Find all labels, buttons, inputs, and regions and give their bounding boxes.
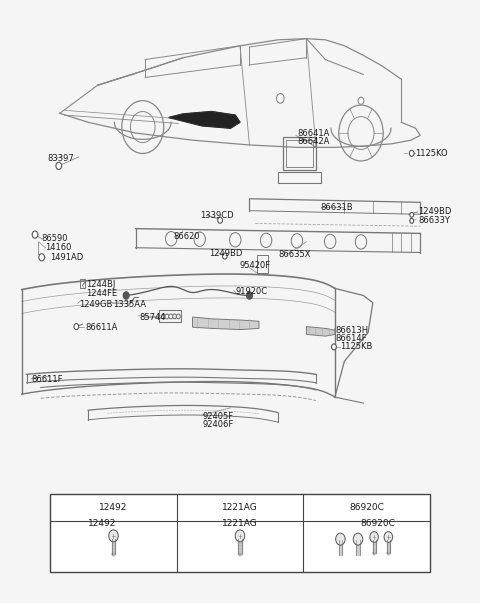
Circle shape [218, 217, 222, 223]
Circle shape [123, 292, 129, 299]
Text: 1249BD: 1249BD [209, 249, 242, 258]
Text: 86613H: 86613H [335, 326, 368, 335]
Text: 1125KO: 1125KO [416, 149, 448, 158]
Polygon shape [306, 327, 335, 336]
Circle shape [235, 530, 245, 542]
Text: 92405F: 92405F [202, 412, 233, 421]
Circle shape [247, 292, 252, 299]
Text: 86614F: 86614F [335, 334, 366, 343]
Text: 1339CD: 1339CD [200, 211, 233, 220]
Text: 1491AD: 1491AD [50, 253, 84, 262]
Bar [159, 311, 180, 323]
Text: 86633Y: 86633Y [418, 216, 450, 226]
Text: 85744: 85744 [139, 312, 166, 321]
Text: 92406F: 92406F [202, 420, 233, 429]
Bar [80, 279, 85, 288]
Polygon shape [169, 112, 240, 128]
Text: 12492: 12492 [88, 519, 117, 528]
Bar [50, 494, 430, 572]
Circle shape [165, 314, 169, 319]
Circle shape [109, 530, 118, 542]
Circle shape [169, 314, 173, 319]
Circle shape [39, 254, 45, 261]
Circle shape [332, 344, 336, 350]
Circle shape [353, 533, 363, 545]
Circle shape [336, 533, 345, 545]
Text: 1221AG: 1221AG [222, 503, 258, 512]
Circle shape [370, 532, 378, 543]
Circle shape [222, 253, 227, 259]
Polygon shape [387, 553, 390, 555]
Text: 86590: 86590 [42, 235, 68, 243]
Text: 1249GB: 1249GB [79, 300, 112, 309]
Text: 1249BD: 1249BD [418, 207, 451, 216]
Polygon shape [239, 554, 241, 556]
Text: 95420F: 95420F [240, 261, 271, 270]
Text: 86611F: 86611F [31, 374, 63, 384]
Text: 1335AA: 1335AA [113, 300, 146, 309]
Text: 12492: 12492 [99, 503, 128, 512]
Text: 86920C: 86920C [349, 503, 384, 512]
Text: 86631B: 86631B [321, 203, 353, 212]
Circle shape [161, 314, 165, 319]
Text: 1125KB: 1125KB [340, 343, 372, 352]
Bar [278, 172, 321, 183]
Circle shape [358, 97, 364, 104]
Text: 1244BJ: 1244BJ [86, 280, 115, 289]
Circle shape [276, 93, 284, 103]
Text: 86611A: 86611A [86, 323, 118, 332]
Text: 14160: 14160 [46, 243, 72, 252]
Circle shape [74, 324, 79, 330]
Text: 86620: 86620 [174, 233, 200, 241]
Bar [257, 255, 268, 273]
Circle shape [177, 314, 180, 319]
Text: 91920C: 91920C [235, 288, 267, 297]
Text: 1244FE: 1244FE [86, 289, 117, 298]
Circle shape [410, 212, 414, 217]
Text: 86635X: 86635X [278, 250, 311, 259]
Circle shape [410, 218, 414, 223]
Circle shape [173, 314, 177, 319]
Bar [286, 140, 313, 167]
Text: 86920C: 86920C [360, 519, 395, 528]
Bar [283, 137, 316, 170]
Text: 1221AG: 1221AG [222, 519, 258, 528]
Circle shape [56, 162, 61, 169]
Text: 86641A: 86641A [297, 128, 329, 137]
Polygon shape [112, 554, 115, 556]
Polygon shape [372, 553, 376, 555]
Circle shape [384, 532, 393, 543]
Text: 83397: 83397 [48, 154, 74, 163]
Polygon shape [192, 317, 259, 330]
Text: 86642A: 86642A [297, 137, 329, 146]
Circle shape [32, 231, 38, 238]
Circle shape [409, 150, 414, 156]
